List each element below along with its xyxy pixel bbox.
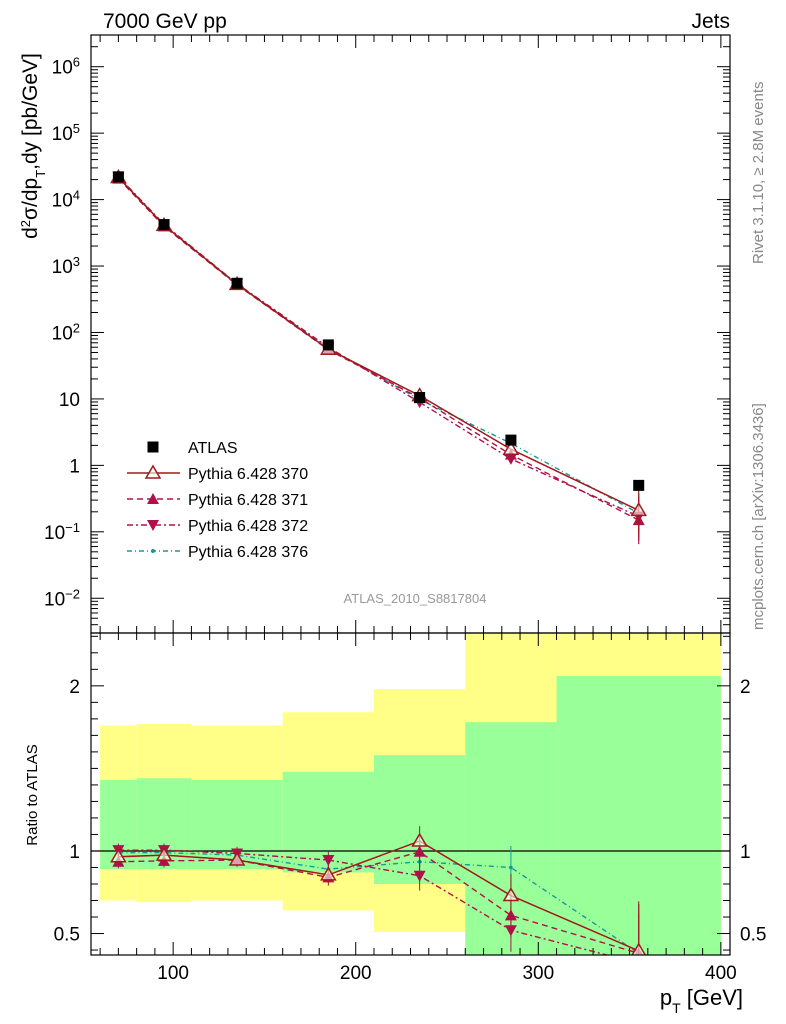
ratio-point-p370-3 [320,866,337,881]
y-tick-label: 10 [59,390,80,411]
legend-marker-p372 [147,520,159,531]
main-y-axis-label: d2σ/dpT,dy [pb/GeV] [18,53,48,239]
y-tick-label: 103 [52,254,80,279]
legend-marker-atlas [147,441,159,453]
process-label: 7000 GeV pp [103,10,227,33]
uncertainty-bands [100,633,721,955]
point-p370-5 [502,440,520,455]
ratio-y-tick-label-right: 2 [740,677,751,698]
mcplots-credit-label: mcplots.cern.ch [arXiv:1306.3436] [750,403,767,630]
x-tick-label: 400 [705,963,737,984]
observable-label: Jets [691,10,730,33]
analysis-id-label: ATLAS_2010_S8817804 [344,591,487,606]
ratio-point-p370-5 [502,887,520,902]
rivet-version-label: Rivet 3.1.10, ≥ 2.8M events [750,82,767,265]
ratio-point-p372-4 [413,870,426,882]
ratio-point-p376-5 [509,865,513,870]
ratio-y-tick-label: 0.5 [54,925,80,946]
series-line-p370 [117,176,640,512]
legend-marker-p371 [147,493,159,504]
y-tick-label: 104 [52,187,80,212]
ratio-y-axis-label: Ratio to ATLAS [24,744,41,845]
point-atlas-2 [231,277,243,289]
main-panel-frame [90,34,731,634]
ratio-y-tick-label: 2 [69,677,80,698]
main-panel-series [110,169,648,545]
point-p370-6 [630,501,648,517]
legend-label-p376: Pythia 6.428 376 [188,544,308,561]
y-tick-label: 1 [69,456,80,477]
y-tick-label: 10−2 [44,586,80,611]
ratio-y-tick-label-right: 0.5 [740,925,766,946]
ratio-point-p370-6 [631,942,647,955]
ratio-point-p372-6 [633,958,645,969]
y-tick-label: 10−1 [44,519,80,544]
legend-label-p372: Pythia 6.428 372 [188,518,308,535]
x-tick-label: 100 [157,963,189,984]
point-atlas-1 [158,219,170,231]
ratio-point-p370-2 [228,851,246,866]
y-tick-label: 106 [52,54,80,79]
ratio-panel-series [110,826,647,969]
point-atlas-4 [414,392,426,404]
y-tick-label: 105 [52,121,80,146]
x-tick-label: 300 [522,963,554,984]
ratio-panel-ticks: 0.5 0.5 1 1 2 2 100 200 300 400 [54,633,766,984]
ratio-y-tick-label: 1 [69,842,80,863]
ratio-y-tick-label-right: 1 [740,842,751,863]
legend: ATLAS Pythia 6.428 370 Pythia 6.428 371 Pyt… [127,440,308,561]
ratio-panel-frame [90,632,731,956]
series-line-p376 [117,176,640,514]
legend-label-p371: Pythia 6.428 371 [188,492,308,509]
legend-marker-p376 [151,549,155,553]
y-tick-label: 102 [52,320,80,345]
ratio-point-p372-3 [322,855,335,867]
point-atlas-5 [505,434,517,446]
legend-label-p370: Pythia 6.428 370 [188,466,308,483]
point-atlas-3 [322,339,334,351]
legend-marker-p370 [144,464,162,479]
x-tick-label: 200 [340,963,372,984]
ratio-point-p370-4 [411,832,428,847]
point-atlas-0 [112,171,124,183]
ratio-point-p370-0 [110,848,127,863]
legend-label-atlas: ATLAS [188,440,238,457]
x-axis-label: pT [GeV] [660,985,743,1016]
point-atlas-6 [633,479,645,491]
ratio-point-p370-1 [155,846,173,861]
main-panel-ticks: 10−2 10−1 1 10 102 103 104 105 106 [44,34,730,634]
